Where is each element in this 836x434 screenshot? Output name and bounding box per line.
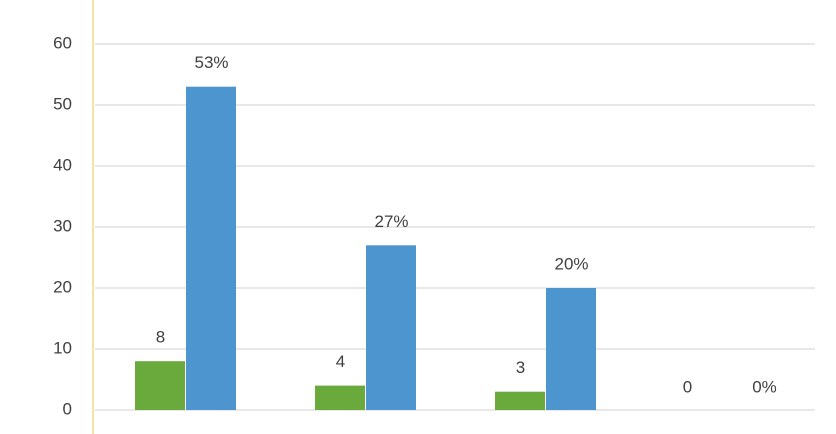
data-label: 8 bbox=[156, 328, 165, 347]
data-label: 4 bbox=[336, 352, 345, 371]
y-tick-label: 60 bbox=[53, 33, 72, 52]
y-tick-label: 10 bbox=[53, 338, 72, 357]
bar bbox=[135, 361, 185, 410]
y-tick-label: 0 bbox=[63, 399, 72, 418]
data-label: 27% bbox=[374, 212, 408, 231]
bar bbox=[315, 385, 365, 410]
bar bbox=[546, 288, 596, 410]
y-tick-label: 40 bbox=[53, 155, 72, 174]
data-label: 0% bbox=[752, 377, 777, 396]
y-tick-label: 30 bbox=[53, 216, 72, 235]
bar bbox=[186, 86, 236, 410]
y-tick-label: 50 bbox=[53, 94, 72, 113]
data-label: 0 bbox=[683, 377, 692, 396]
data-label: 3 bbox=[516, 358, 525, 377]
y-tick-label: 20 bbox=[53, 277, 72, 296]
data-label: 53% bbox=[194, 53, 228, 72]
bar bbox=[495, 391, 545, 410]
data-label: 20% bbox=[554, 254, 588, 273]
bar bbox=[366, 245, 416, 410]
